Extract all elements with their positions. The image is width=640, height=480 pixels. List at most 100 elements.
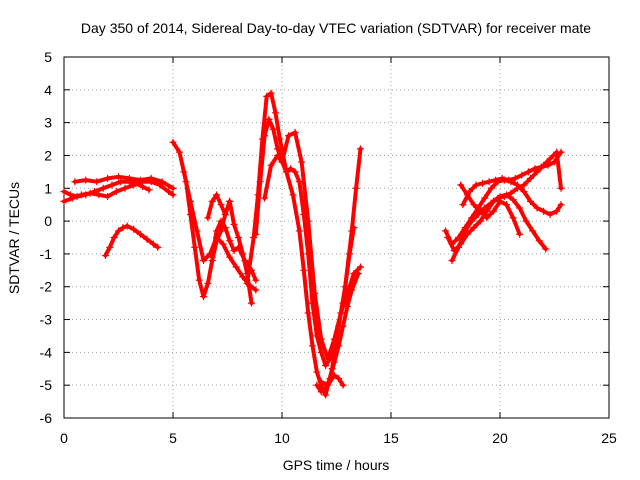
data-point [274,151,282,159]
data-point [520,181,528,189]
data-point [99,184,107,192]
x-tick-label: 0 [60,430,68,446]
data-point [322,391,330,399]
data-point [291,168,299,176]
data-point [136,230,144,238]
data-point [295,227,303,235]
data-point [503,201,511,209]
data-point [104,192,112,200]
series-track [181,169,258,292]
data-point [489,207,497,215]
data-point [136,176,144,184]
data-point [230,247,238,255]
data-point [60,197,68,205]
y-tick-label: -2 [40,279,53,295]
y-tick-label: 3 [44,115,52,131]
data-point [234,243,242,251]
data-point [267,161,275,169]
data-point [295,178,303,186]
series-track [458,183,522,237]
data-point [516,204,524,212]
data-point [213,227,221,235]
data-point [195,276,203,284]
data-point [115,227,122,235]
data-point [221,211,229,219]
data-point [191,243,199,251]
data-point [300,266,308,274]
data-point [200,256,208,264]
data-point [354,270,362,278]
data-point [487,184,495,192]
data-point [123,222,131,230]
data-point [476,207,484,215]
y-tick-label: 1 [44,180,52,196]
data-point [492,176,500,184]
data-point [324,355,332,363]
data-point [472,181,480,189]
data-point [498,174,506,182]
y-tick-label: -3 [40,312,53,328]
data-point [311,289,319,297]
data-point [518,171,526,179]
data-point [343,302,351,310]
data-point [463,191,471,199]
y-tick-label: 0 [44,213,52,229]
data-point [309,342,317,350]
data-point [208,253,216,261]
data-point [511,174,519,182]
data-point [470,224,478,232]
data-point [468,217,476,225]
data-point [234,234,242,241]
series-track [103,224,160,258]
data-point [330,371,338,379]
y-tick-label: -6 [40,410,53,426]
grid-lines [64,57,609,418]
data-point [483,207,491,215]
data-point [356,145,364,153]
data-point [217,217,225,225]
data-point [143,235,151,243]
data-point [186,197,194,205]
data-point [313,381,321,389]
data-point [71,178,79,186]
data-point [169,184,177,192]
data-point [130,225,138,233]
data-point [509,196,517,204]
data-point [252,230,260,238]
data-point [278,158,286,166]
data-point [505,176,513,184]
data-point [217,201,225,209]
data-point [529,227,537,235]
data-point [267,89,275,97]
data-point [448,256,456,264]
series-arc-3 [71,173,177,192]
data-point [77,191,85,199]
data-point [304,309,312,317]
x-tick-label: 10 [274,430,290,446]
series-arc-2 [60,178,177,205]
data-point [533,204,541,212]
y-tick-label: -1 [40,246,53,262]
data-point [117,178,125,186]
data-point [69,194,77,202]
series-arc-18 [444,191,550,255]
data-point [540,161,548,169]
series-arc-17 [457,181,524,238]
data-point [204,279,212,287]
series-track [314,271,361,394]
series-track [72,174,175,191]
data-point [239,273,247,281]
data-point [450,247,458,255]
data-point [261,194,269,202]
data-point [457,240,465,248]
data-point [337,309,345,317]
x-tick-label: 25 [601,430,617,446]
data-point [285,132,293,140]
data-point [269,125,277,133]
data-point [147,174,155,182]
data-point [330,335,338,343]
data-point [457,181,465,189]
data-point [226,237,234,245]
series-track [253,117,356,368]
data-point [350,224,358,232]
